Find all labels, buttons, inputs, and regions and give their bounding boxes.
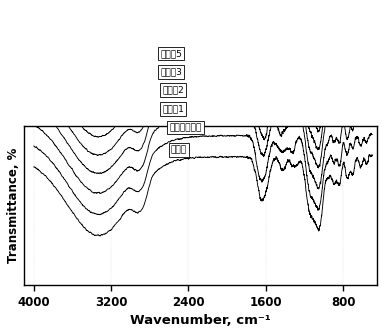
Text: 实施例3: 实施例3	[160, 67, 182, 76]
X-axis label: Wavenumber, cm⁻¹: Wavenumber, cm⁻¹	[130, 314, 271, 327]
Y-axis label: Transmittance, %: Transmittance, %	[7, 148, 20, 263]
Text: 实施例2: 实施例2	[162, 86, 184, 95]
Text: 实施例1: 实施例1	[162, 105, 184, 114]
Text: 壳聚糖: 壳聚糖	[171, 146, 187, 154]
Text: 实施例5: 实施例5	[160, 49, 182, 58]
Text: 季铵化壳聚糖: 季铵化壳聚糖	[169, 123, 202, 132]
